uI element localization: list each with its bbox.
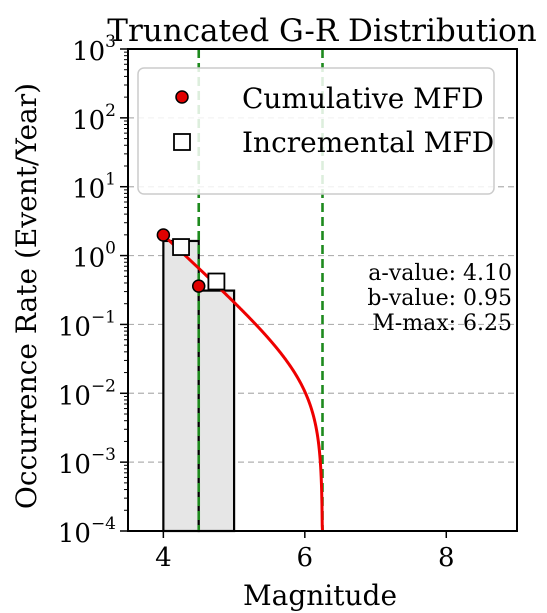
incremental-point <box>207 272 226 291</box>
annotation-line: b-value: 0.95 <box>367 286 512 311</box>
chart-title: Truncated G-R Distribution <box>107 13 536 49</box>
axes-frame <box>127 48 518 532</box>
annotation-block: a-value: 4.10b-value: 0.95M-max: 6.25 <box>367 261 512 336</box>
gr-curve <box>162 234 324 532</box>
y-tick-label: 10−4 <box>58 514 116 549</box>
data-points <box>156 228 226 293</box>
y-tick-label: 102 <box>72 101 116 136</box>
x-axis-ticks: 4 6 8 <box>155 531 455 573</box>
y-tick-label: 100 <box>72 239 116 274</box>
incremental-point <box>172 238 190 256</box>
legend: Cumulative MFD Incremental MFD <box>137 67 495 195</box>
legend-box <box>137 67 495 195</box>
x-tick-label: 8 <box>438 543 455 573</box>
y-tick-label: 10−2 <box>58 376 116 411</box>
annotation-line: M-max: 6.25 <box>372 311 512 336</box>
cumulative-point <box>156 228 171 242</box>
legend-marker-cumulative <box>175 90 189 104</box>
y-tick-label: 10−1 <box>58 307 116 342</box>
legend-label-cumulative: Cumulative MFD <box>242 82 484 115</box>
y-axis-ticks: 10−4 10−3 10−2 10−1 100 101 102 103 <box>58 32 128 549</box>
x-tick-label: 6 <box>297 543 314 573</box>
y-axis-label: Occurrence Rate (Event/Year) <box>10 83 43 509</box>
axes-border <box>127 48 518 532</box>
x-tick-label: 4 <box>155 543 172 573</box>
x-axis-label: Magnitude <box>243 579 397 612</box>
incremental-bar <box>197 289 236 533</box>
y-tick-label: 10−3 <box>58 445 116 480</box>
y-tick-label: 101 <box>72 170 116 205</box>
cumulative-curve <box>162 234 324 532</box>
annotation-line: a-value: 4.10 <box>368 261 512 286</box>
y-tick-label: 103 <box>72 32 116 67</box>
legend-marker-incremental <box>173 133 191 151</box>
legend-label-incremental: Incremental MFD <box>242 126 494 159</box>
cumulative-point <box>191 279 206 293</box>
